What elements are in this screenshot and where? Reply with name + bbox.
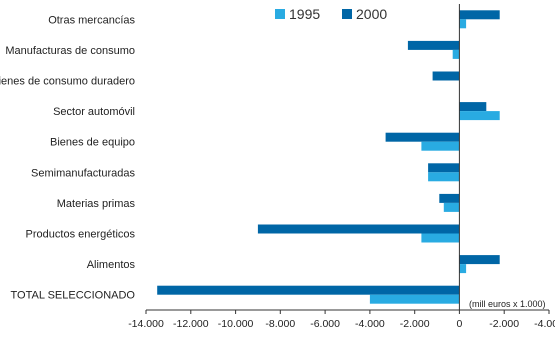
x-tick-label: -10.000: [218, 318, 254, 330]
category-label-semimanufacturadas: Semimanufacturadas: [31, 167, 135, 179]
category-labels: Otras mercancías Manufacturas de consumo B…: [0, 14, 136, 301]
x-tick-label: -2.000: [400, 318, 430, 330]
axes-group: [145, 4, 550, 314]
bar-1995-sector-automovil: [459, 111, 500, 121]
x-tick-label: -4.000: [355, 318, 385, 330]
legend-label-2000: 2000: [356, 6, 387, 22]
bar-2000-otras-mercancias: [459, 10, 500, 20]
bar-2000-bienes-de-equipo: [385, 132, 460, 142]
x-tick-label: 0: [456, 318, 462, 330]
category-label-materias-primas: Materias primas: [57, 198, 136, 210]
x-tick-label: -2.000: [489, 318, 519, 330]
legend-swatch-2000: [342, 9, 352, 19]
bar-2000-sector-automovil: [459, 102, 487, 112]
category-label-otras-mercancias: Otras mercancías: [48, 14, 135, 26]
bar-1995-manufacturas-de-consumo: [452, 49, 460, 59]
units-note: (mill euros x 1.000): [469, 299, 546, 309]
bar-2000-manufacturas-de-consumo: [407, 40, 460, 50]
bar-1995-semimanufacturadas: [428, 172, 460, 182]
category-label-productos-energeticos: Productos energéticos: [26, 229, 136, 241]
bar-1995-total-seleccionado: [369, 294, 460, 304]
bars-group: [157, 10, 500, 304]
x-tick-label: -8.000: [265, 318, 295, 330]
category-label-sector-automovil: Sector automóvil: [53, 106, 135, 118]
legend-swatch-1995: [275, 9, 285, 19]
category-label-alimentos: Alimentos: [87, 259, 136, 271]
x-tick-label: -14.000: [128, 318, 164, 330]
legend: 1995 2000: [275, 6, 387, 22]
bar-2000-bienes-de-consumo-duradero: [432, 71, 460, 81]
bar-1995-materias-primas: [443, 202, 460, 212]
bar-2000-semimanufacturadas: [428, 163, 460, 173]
category-label-bienes-de-equipo: Bienes de equipo: [50, 137, 135, 149]
bar-2000-materias-primas: [439, 193, 460, 203]
category-label-total-seleccionado: TOTAL SELECCIONADO: [11, 290, 136, 302]
tick-labels: -14.000 -12.000 -10.000 -8.000 -6.000 -4.000 -…: [128, 318, 555, 330]
bar-1995-productos-energeticos: [421, 233, 460, 243]
bar-1995-otras-mercancias: [459, 19, 467, 29]
x-tick-label: -6.000: [310, 318, 340, 330]
bar-2000-alimentos: [459, 255, 500, 265]
bar-1995-alimentos: [459, 264, 467, 274]
legend-label-1995: 1995: [289, 6, 320, 22]
category-label-bienes-de-consumo-duradero: Bienes de consumo duradero: [0, 76, 135, 88]
bar-2000-productos-energeticos: [257, 224, 460, 234]
category-label-manufacturas-de-consumo: Manufacturas de consumo: [5, 45, 135, 57]
bar-1995-bienes-de-equipo: [421, 141, 460, 151]
x-tick-label: -12.000: [173, 318, 209, 330]
x-tick-label: -4.000: [534, 318, 555, 330]
bar-2000-total-seleccionado: [157, 285, 460, 295]
